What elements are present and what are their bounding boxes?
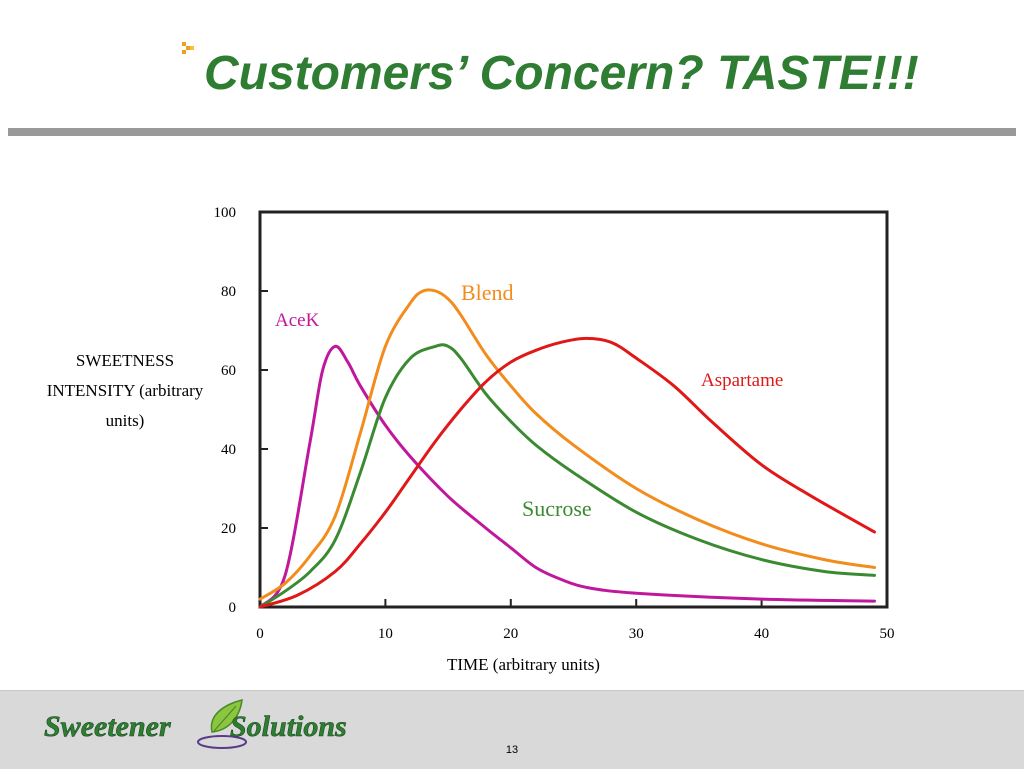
footer-bar: [0, 690, 1024, 769]
y-axis-label: SWEETNESS INTENSITY (arbitrary units): [46, 351, 204, 430]
series-label-aspartame: Aspartame: [701, 370, 783, 391]
x-axis-label: TIME (arbitrary units): [447, 655, 600, 674]
series-line-blend: [258, 288, 876, 601]
page-number: 13: [505, 744, 519, 756]
series-line-sucrose: [258, 343, 876, 609]
series-label-acek: AceK: [275, 310, 320, 331]
y-tick-label: 40: [221, 442, 236, 458]
x-tick-label: 0: [256, 626, 264, 642]
plot-frame: [258, 210, 889, 609]
x-tick-label: 30: [629, 626, 644, 642]
x-tick-label: 50: [880, 626, 895, 642]
y-tick-label: 100: [214, 205, 237, 221]
x-tick-label: 10: [378, 626, 393, 642]
y-tick-label: 60: [221, 363, 236, 379]
y-tick-label: 80: [221, 284, 236, 300]
series-label-blend: Blend: [461, 280, 514, 305]
bullet-icon: [182, 42, 194, 54]
slide-title: Customers’ Concern? TASTE!!!: [204, 47, 919, 100]
sweetener-solutions-logo: Sweetener Solutions: [44, 699, 347, 749]
series-line-aspartame: [258, 336, 876, 609]
title-divider: [8, 128, 1016, 136]
series-line-acek: [258, 344, 876, 609]
logo-text-left: Sweetener: [44, 710, 171, 743]
series-label-sucrose: Sucrose: [522, 496, 592, 521]
y-tick-label: 20: [221, 521, 236, 537]
x-tick-label: 20: [503, 626, 518, 642]
y-tick-label: 0: [229, 600, 237, 616]
logo-text-right: Solutions: [230, 710, 347, 743]
x-tick-label: 40: [754, 626, 769, 642]
sweetness-chart: 0 20 40 60 80 100 0 10 20 30 40 50 TIME (arbitrary u…: [214, 205, 895, 674]
